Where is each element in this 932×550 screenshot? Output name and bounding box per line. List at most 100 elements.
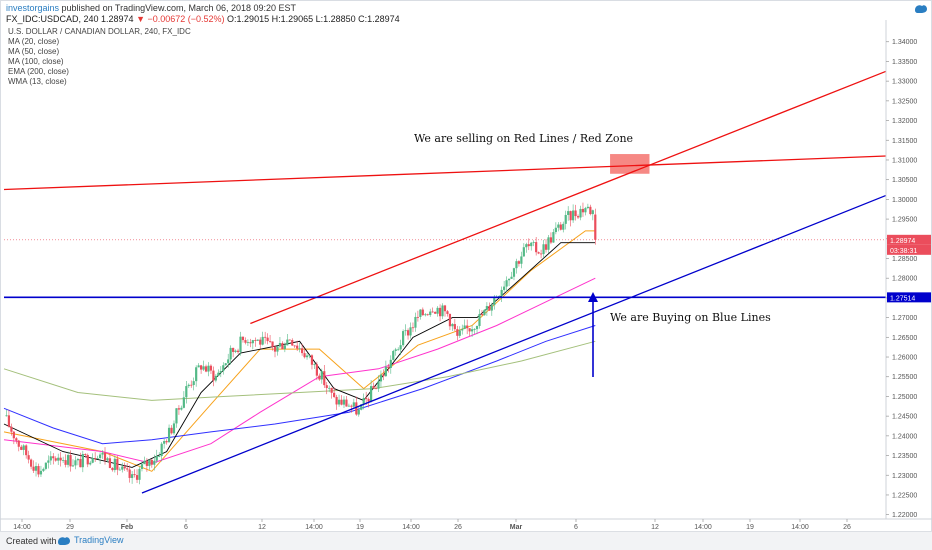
candle-body: [276, 346, 279, 352]
candle-body: [64, 460, 67, 465]
candle-body: [544, 244, 548, 250]
candle-body: [264, 336, 267, 338]
candle-body: [507, 278, 511, 281]
last-price-badge: [887, 234, 931, 245]
candle-body: [76, 459, 80, 461]
candle-body: [569, 211, 572, 221]
candle-body: [382, 374, 385, 377]
candle-body: [266, 337, 269, 342]
candle-body: [594, 214, 597, 240]
candle-body: [505, 280, 508, 287]
candle-body: [443, 305, 447, 312]
candle-body: [434, 311, 437, 314]
x-tick-label: 19: [746, 524, 754, 531]
candle-body: [512, 268, 516, 277]
candle-body: [165, 441, 168, 443]
candle-body: [345, 399, 348, 407]
y-tick-label: 1.25000: [892, 394, 917, 401]
x-tick-label: 19: [356, 524, 364, 531]
candle-body: [365, 397, 368, 399]
candle-body: [138, 468, 141, 480]
candle-body: [47, 460, 50, 463]
price-chart[interactable]: We are selling on Red Lines / Red Zone W…: [0, 0, 932, 531]
candle-body: [192, 381, 195, 386]
countdown-badge: [887, 244, 931, 255]
candle-body: [557, 224, 560, 228]
candle-body: [10, 426, 13, 432]
candle-body: [249, 342, 252, 344]
candle-body: [333, 392, 336, 397]
candle-body: [301, 348, 304, 354]
y-tick-label: 1.22000: [892, 512, 917, 519]
candle-body: [586, 206, 589, 209]
candle-body: [535, 242, 538, 253]
tradingview-link[interactable]: TradingView: [74, 535, 124, 545]
candle-body: [325, 385, 328, 389]
red-sell-zone: [610, 154, 650, 174]
candle-body: [473, 329, 476, 330]
candle-body: [347, 405, 351, 407]
y-tick-label: 1.24500: [892, 414, 917, 421]
trendlines-layer: [3, 70, 887, 494]
candle-body: [458, 330, 461, 336]
candle-body: [362, 397, 365, 405]
candle-body: [564, 214, 567, 224]
candle-body: [153, 460, 156, 465]
candle-body: [160, 443, 163, 457]
y-tick-label: 1.25500: [892, 374, 917, 381]
axes-layer: 1.34000 1.33500 1.33000 1.32500 1.32000 1.315…: [0, 20, 932, 531]
candle-body: [91, 458, 94, 463]
y-tick-label: 1.26000: [892, 355, 917, 362]
candle-body: [185, 386, 188, 398]
candle-body: [74, 460, 77, 466]
symbol-ohlc-line: FX_IDC:USDCAD, 240 1.28974 ▼ −0.00672 (−…: [6, 14, 400, 24]
candle-body: [448, 313, 452, 327]
candle-body: [219, 371, 222, 373]
candle-body: [576, 216, 580, 218]
candle-body: [81, 453, 84, 468]
candle-body: [503, 286, 506, 290]
candle-body: [456, 329, 459, 336]
candle-body: [426, 314, 429, 316]
candle-body: [17, 440, 20, 447]
y-tick-label: 1.27000: [892, 315, 917, 322]
y-tick-label: 1.32000: [892, 118, 917, 125]
candle-body: [143, 460, 146, 465]
candle-body: [547, 237, 550, 250]
candle-body: [150, 459, 153, 465]
candle-body: [167, 427, 171, 443]
candle-body: [34, 466, 38, 471]
candle-body: [197, 365, 200, 368]
x-tick-label: Feb: [121, 524, 133, 531]
candle-body: [57, 457, 60, 461]
candle-body: [461, 328, 464, 331]
candle-body: [572, 210, 575, 221]
candle-body: [431, 311, 434, 313]
red-channel-upper: [250, 70, 887, 325]
x-tick-label: 14:00: [694, 524, 712, 531]
ma-line: [3, 230, 596, 472]
candle-body: [330, 387, 333, 393]
candle-body: [520, 256, 523, 264]
candle-body: [256, 339, 259, 341]
candle-body: [328, 387, 331, 389]
candle-body: [54, 458, 57, 461]
candle-body: [204, 366, 208, 372]
y-tick-label: 1.31000: [892, 157, 917, 164]
candle-body: [222, 365, 225, 372]
candle-body: [271, 341, 274, 347]
x-tick-label: 14:00: [402, 524, 420, 531]
candle-body: [350, 405, 353, 407]
candle-body: [483, 309, 486, 316]
candle-body: [515, 261, 518, 269]
candle-body: [498, 295, 501, 297]
candle-body: [212, 370, 215, 381]
candle-body: [387, 366, 390, 369]
x-tick-label: 29: [66, 524, 74, 531]
candle-body: [554, 227, 557, 233]
candle-body: [209, 365, 213, 371]
candle-body: [163, 441, 166, 444]
candle-body: [298, 348, 301, 350]
author-link[interactable]: investorgains: [6, 3, 60, 13]
ma-line: [3, 277, 596, 464]
